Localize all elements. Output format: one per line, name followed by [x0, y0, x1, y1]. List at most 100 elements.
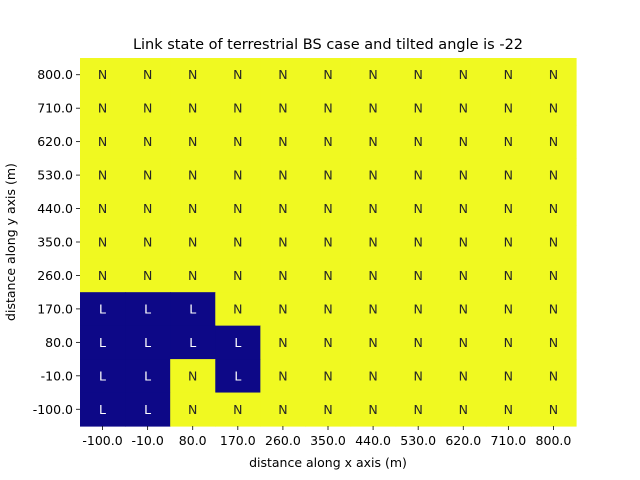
heatmap-cell — [260, 225, 307, 260]
cell-annotation: N — [549, 301, 558, 316]
heatmap-cell — [305, 158, 352, 193]
heatmap-cell — [485, 359, 532, 394]
cell-annotation: N — [549, 168, 558, 183]
cell-annotation: N — [278, 268, 287, 283]
cell-annotation: N — [143, 67, 152, 82]
heatmap-cell — [80, 359, 126, 394]
cell-annotation: N — [323, 134, 332, 149]
x-tick-label: 260.0 — [265, 433, 301, 448]
cell-annotation: N — [233, 134, 242, 149]
cell-annotation: N — [459, 101, 468, 116]
cell-annotation: N — [233, 235, 242, 250]
cell-annotation: L — [234, 335, 241, 350]
cell-annotation: L — [144, 301, 151, 316]
heatmap-cell — [350, 359, 397, 394]
heatmap-cell — [80, 91, 126, 126]
heatmap-cell — [350, 191, 397, 226]
heatmap-cell — [305, 292, 352, 327]
heatmap-cell — [215, 325, 261, 360]
cell-annotation: N — [368, 301, 377, 316]
cell-annotation: N — [278, 301, 287, 316]
heatmap-cell — [485, 325, 532, 360]
heatmap-cell — [215, 158, 261, 193]
x-tick-label: -10.0 — [131, 433, 163, 448]
heatmap-cell — [440, 292, 487, 327]
y-tick-label: -10.0 — [41, 368, 73, 383]
cell-annotation: N — [368, 335, 377, 350]
cell-annotation: N — [414, 235, 423, 250]
heatmap-cell — [260, 258, 307, 293]
cell-annotation: N — [459, 134, 468, 149]
heatmap-cell — [125, 392, 171, 427]
x-tick-label: 800.0 — [536, 433, 572, 448]
heatmap-cell — [260, 124, 307, 159]
cell-annotation: N — [233, 201, 242, 216]
heatmap-cell — [350, 392, 397, 427]
cell-annotation: N — [188, 235, 197, 250]
cell-annotation: N — [323, 168, 332, 183]
cell-annotation: N — [98, 168, 107, 183]
heatmap-cell — [440, 91, 487, 126]
cell-annotation: L — [144, 368, 151, 383]
x-axis-ticks: -100.0 -10.0 80.0 170.0 260.0 350.0 440.0 530.0… — [82, 426, 571, 448]
heatmap-cell — [80, 191, 126, 226]
heatmap-cell — [215, 124, 261, 159]
heatmap-cell — [305, 325, 352, 360]
cell-annotation: N — [278, 168, 287, 183]
cell-annotation: N — [188, 201, 197, 216]
y-tick-label: 710.0 — [37, 101, 73, 116]
cell-annotation: N — [414, 168, 423, 183]
cell-annotation: N — [459, 201, 468, 216]
heatmap-cell — [80, 325, 126, 360]
cell-annotation: N — [549, 101, 558, 116]
heatmap-cell — [530, 124, 577, 159]
heatmap-cell — [440, 359, 487, 394]
x-tick-label: -100.0 — [82, 433, 122, 448]
cell-annotation: N — [459, 301, 468, 316]
cell-annotation: N — [549, 368, 558, 383]
cell-annotation: N — [233, 268, 242, 283]
cell-annotation: N — [98, 101, 107, 116]
heatmap-cell — [485, 292, 532, 327]
cell-annotation: L — [99, 402, 106, 417]
heatmap-cell — [170, 258, 216, 293]
x-tick-label: 530.0 — [400, 433, 436, 448]
cell-annotation: N — [98, 268, 107, 283]
cell-annotation: N — [368, 235, 377, 250]
cell-annotation: N — [278, 368, 287, 383]
cell-annotation: N — [323, 301, 332, 316]
heatmap-cell — [80, 292, 126, 327]
heatmap-cell — [305, 58, 352, 93]
cell-annotation: N — [233, 402, 242, 417]
heatmap-cell — [530, 58, 577, 93]
cell-annotation: N — [504, 235, 513, 250]
heatmap-cell — [350, 325, 397, 360]
cell-annotation: N — [188, 268, 197, 283]
heatmap-cell — [80, 258, 126, 293]
heatmap-cell — [125, 325, 171, 360]
heatmap-cell — [125, 225, 171, 260]
heatmap-cell — [485, 158, 532, 193]
heatmap-cell — [305, 225, 352, 260]
y-tick-label: 80.0 — [45, 335, 73, 350]
cell-annotation: N — [504, 201, 513, 216]
heatmap-cell — [440, 158, 487, 193]
heatmap-cell — [530, 392, 577, 427]
cell-annotation: N — [143, 235, 152, 250]
cell-annotation: N — [504, 134, 513, 149]
heatmap-cell — [395, 158, 442, 193]
cell-annotation: N — [143, 268, 152, 283]
heatmap-cell — [305, 124, 352, 159]
heatmap-cell — [215, 258, 261, 293]
cell-annotation: N — [504, 301, 513, 316]
heatmap-cell — [260, 158, 307, 193]
heatmap-cell — [80, 124, 126, 159]
heatmap-cell — [170, 225, 216, 260]
cell-annotation: N — [278, 402, 287, 417]
heatmap-cell — [485, 58, 532, 93]
cell-annotation: N — [459, 368, 468, 383]
cell-annotation: N — [414, 268, 423, 283]
heatmap-cell — [305, 359, 352, 394]
cell-annotation: N — [368, 134, 377, 149]
heatmap-cell — [395, 91, 442, 126]
